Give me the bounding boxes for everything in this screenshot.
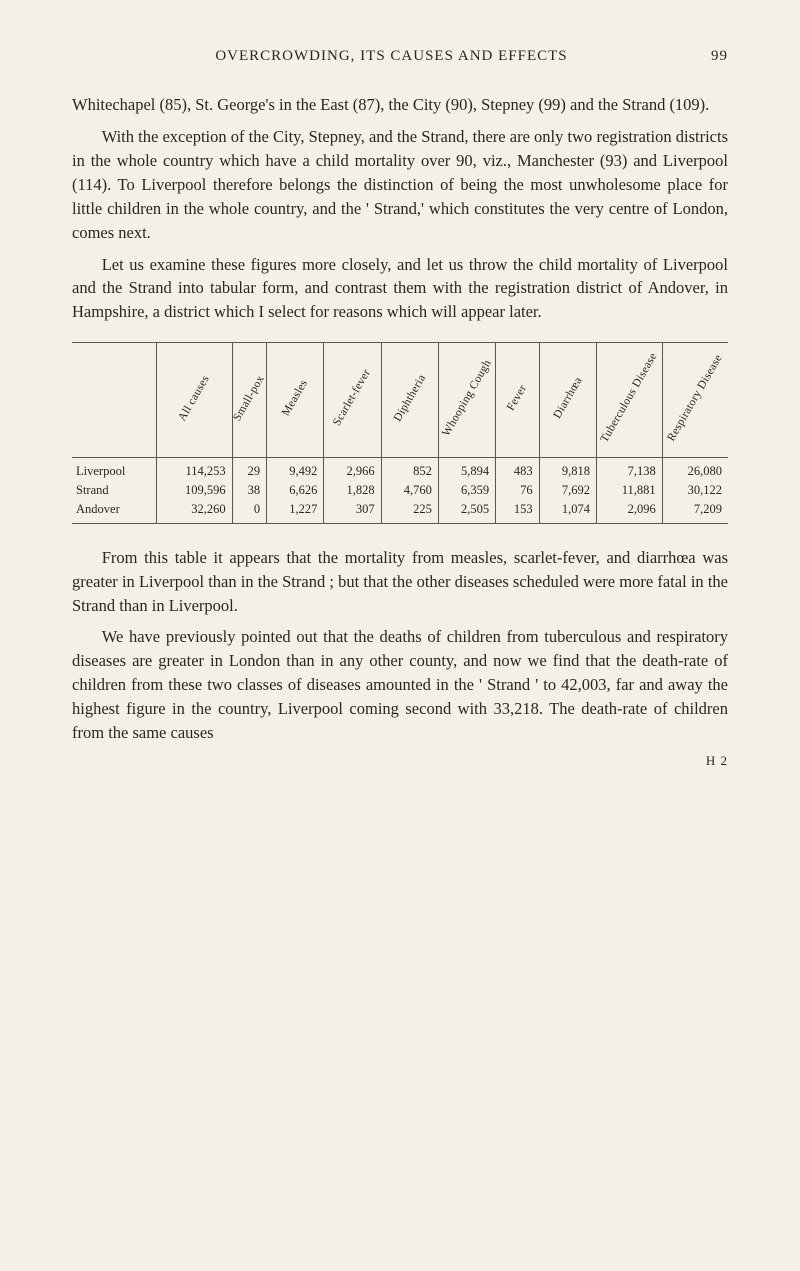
cell: 109,596 — [157, 481, 233, 500]
page-container: OVERCROWDING, ITS CAUSES AND EFFECTS 99 … — [0, 0, 800, 1271]
cell: 38 — [232, 481, 266, 500]
cell: 6,626 — [267, 481, 324, 500]
cell: 29 — [232, 457, 266, 481]
cell: 30,122 — [662, 481, 728, 500]
row-label: Strand — [72, 481, 157, 500]
cell: 2,505 — [438, 500, 495, 524]
mortality-table: All causes Small-pox Measles Scarlet-fev… — [72, 342, 728, 523]
signature-mark: H 2 — [72, 753, 728, 769]
cell: 9,818 — [539, 457, 596, 481]
cell: 114,253 — [157, 457, 233, 481]
cell: 7,692 — [539, 481, 596, 500]
mortality-table-wrap: All causes Small-pox Measles Scarlet-fev… — [72, 342, 728, 523]
paragraph-2: With the exception of the City, Stepney,… — [72, 125, 728, 245]
row-label: Liverpool — [72, 457, 157, 481]
col-respiratory: Respiratory Disease — [662, 343, 728, 457]
cell: 1,227 — [267, 500, 324, 524]
cell: 307 — [324, 500, 381, 524]
running-head: OVERCROWDING, ITS CAUSES AND EFFECTS 99 — [72, 48, 728, 65]
cell: 0 — [232, 500, 266, 524]
cell: 7,138 — [596, 457, 662, 481]
table-row: Andover 32,260 0 1,227 307 225 2,505 153… — [72, 500, 728, 524]
cell: 153 — [496, 500, 540, 524]
col-whooping-cough: Whooping Cough — [438, 343, 495, 457]
col-small-pox: Small-pox — [232, 343, 266, 457]
col-all-causes: All causes — [157, 343, 233, 457]
cell: 2,966 — [324, 457, 381, 481]
cell: 7,209 — [662, 500, 728, 524]
cell: 483 — [496, 457, 540, 481]
paragraph-5: We have previously pointed out that the … — [72, 625, 728, 745]
cell: 225 — [381, 500, 438, 524]
cell: 6,359 — [438, 481, 495, 500]
col-fever: Fever — [496, 343, 540, 457]
cell: 11,881 — [596, 481, 662, 500]
row-label: Andover — [72, 500, 157, 524]
paragraph-1: Whitechapel (85), St. George's in the Ea… — [72, 93, 728, 117]
table-row: Strand 109,596 38 6,626 1,828 4,760 6,35… — [72, 481, 728, 500]
cell: 2,096 — [596, 500, 662, 524]
cell: 26,080 — [662, 457, 728, 481]
col-measles: Measles — [267, 343, 324, 457]
col-tuberculous: Tuberculous Disease — [596, 343, 662, 457]
paragraph-3: Let us examine these figures more closel… — [72, 253, 728, 325]
page-number: 99 — [711, 48, 728, 65]
cell: 5,894 — [438, 457, 495, 481]
col-blank — [72, 343, 157, 457]
col-diarrhoea: Diarrhœa — [539, 343, 596, 457]
cell: 1,828 — [324, 481, 381, 500]
table-header-row: All causes Small-pox Measles Scarlet-fev… — [72, 343, 728, 457]
cell: 32,260 — [157, 500, 233, 524]
cell: 76 — [496, 481, 540, 500]
table-row: Liverpool 114,253 29 9,492 2,966 852 5,8… — [72, 457, 728, 481]
col-diphtheria: Diphtheria — [381, 343, 438, 457]
cell: 1,074 — [539, 500, 596, 524]
cell: 9,492 — [267, 457, 324, 481]
cell: 852 — [381, 457, 438, 481]
paragraph-4: From this table it appears that the mort… — [72, 546, 728, 618]
running-head-title: OVERCROWDING, ITS CAUSES AND EFFECTS — [215, 48, 567, 64]
cell: 4,760 — [381, 481, 438, 500]
col-scarlet-fever: Scarlet-fever — [324, 343, 381, 457]
